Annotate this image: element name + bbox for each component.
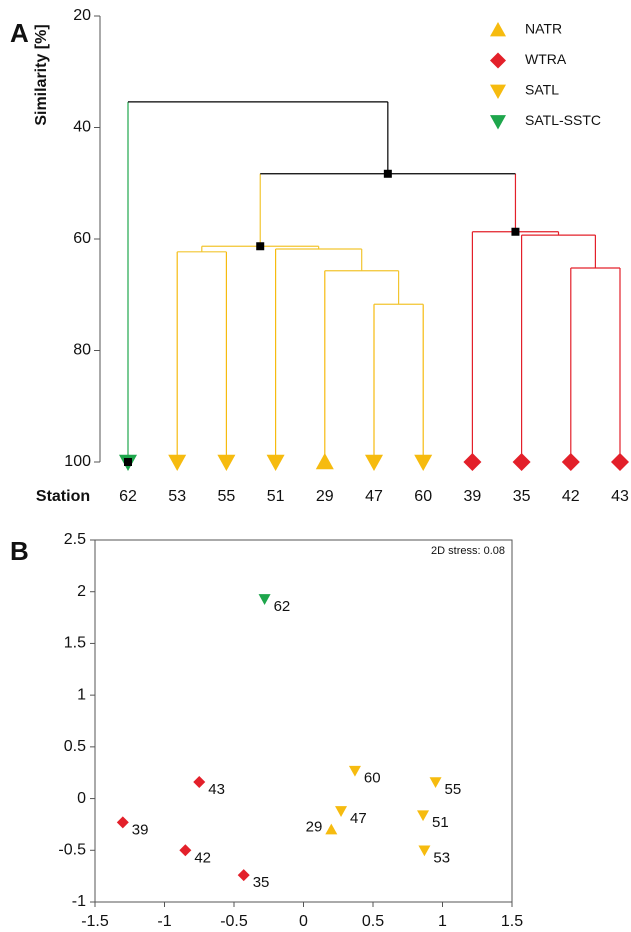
node-square (124, 458, 132, 466)
leaf-label: 29 (316, 488, 334, 505)
y-tick-label: 20 (73, 7, 91, 24)
marker (490, 52, 506, 69)
x-title: Station (36, 488, 90, 505)
node-square (256, 242, 265, 251)
panel-label: A (10, 18, 29, 48)
x-tick-label: 0 (299, 913, 308, 930)
point-label: 43 (208, 781, 225, 798)
x-tick-label: -1 (157, 913, 171, 930)
marker (179, 844, 192, 857)
x-tick-label: -1.5 (81, 913, 109, 930)
node-square (383, 169, 392, 178)
marker (325, 823, 338, 835)
node-square (511, 227, 520, 236)
y-tick-label: 60 (73, 230, 91, 247)
legend-label: WTRA (525, 51, 567, 67)
point-label: 62 (274, 598, 291, 615)
leaf-label: 53 (168, 488, 186, 505)
point-label: 53 (433, 849, 450, 866)
marker (237, 869, 250, 882)
y-tick-label: -0.5 (58, 842, 86, 859)
y-tick-label: 80 (73, 342, 91, 359)
leaf-label: 51 (267, 488, 285, 505)
y-tick-label: 2.5 (64, 531, 86, 548)
y-title: Similarity [%] (33, 24, 50, 125)
x-tick-label: 1 (438, 913, 447, 930)
marker (258, 594, 271, 605)
marker (490, 115, 506, 130)
leaf-label: 60 (414, 488, 432, 505)
leaf-label: 43 (611, 488, 629, 505)
point-label: 42 (194, 849, 211, 866)
leaf-label: 55 (218, 488, 236, 505)
leaf-label: 42 (562, 488, 580, 505)
point-label: 51 (432, 814, 449, 831)
leaf-label: 62 (119, 488, 137, 505)
marker (217, 454, 236, 471)
marker (266, 454, 285, 471)
legend-label: SATL-SSTC (525, 112, 601, 128)
annotation: 2D stress: 0.08 (431, 545, 505, 557)
marker (168, 454, 187, 471)
y-tick-label: 40 (73, 119, 91, 136)
y-tick-label: -1 (72, 893, 86, 910)
leaf-label: 39 (464, 488, 482, 505)
legend-label: SATL (525, 82, 559, 98)
y-tick-label: 0 (77, 790, 86, 807)
y-tick-label: 100 (64, 453, 91, 470)
marker (429, 777, 442, 789)
point-label: 55 (445, 781, 462, 798)
leaf-label: 47 (365, 488, 383, 505)
point-label: 47 (350, 810, 367, 827)
legend-label: NATR (525, 21, 562, 37)
marker (417, 810, 430, 822)
marker (490, 22, 506, 37)
x-tick-label: 0.5 (362, 913, 384, 930)
marker (418, 845, 431, 857)
point-label: 29 (306, 819, 323, 836)
point-label: 39 (132, 821, 149, 838)
marker (414, 454, 433, 471)
marker (193, 776, 206, 789)
point-label: 60 (364, 770, 381, 787)
y-tick-label: 2 (77, 583, 86, 600)
leaf-label: 35 (513, 488, 531, 505)
marker (490, 84, 506, 99)
marker (116, 816, 129, 829)
panel-label: B (10, 536, 29, 566)
y-tick-label: 1.5 (64, 635, 86, 652)
marker (335, 806, 348, 817)
point-label: 35 (253, 874, 270, 891)
plot-frame (94, 539, 513, 903)
x-tick-label: 1.5 (501, 913, 523, 930)
x-tick-label: -0.5 (220, 913, 248, 930)
y-tick-label: 1 (77, 686, 86, 703)
y-tick-label: 0.5 (64, 738, 86, 755)
marker (365, 454, 383, 471)
marker (348, 765, 361, 777)
